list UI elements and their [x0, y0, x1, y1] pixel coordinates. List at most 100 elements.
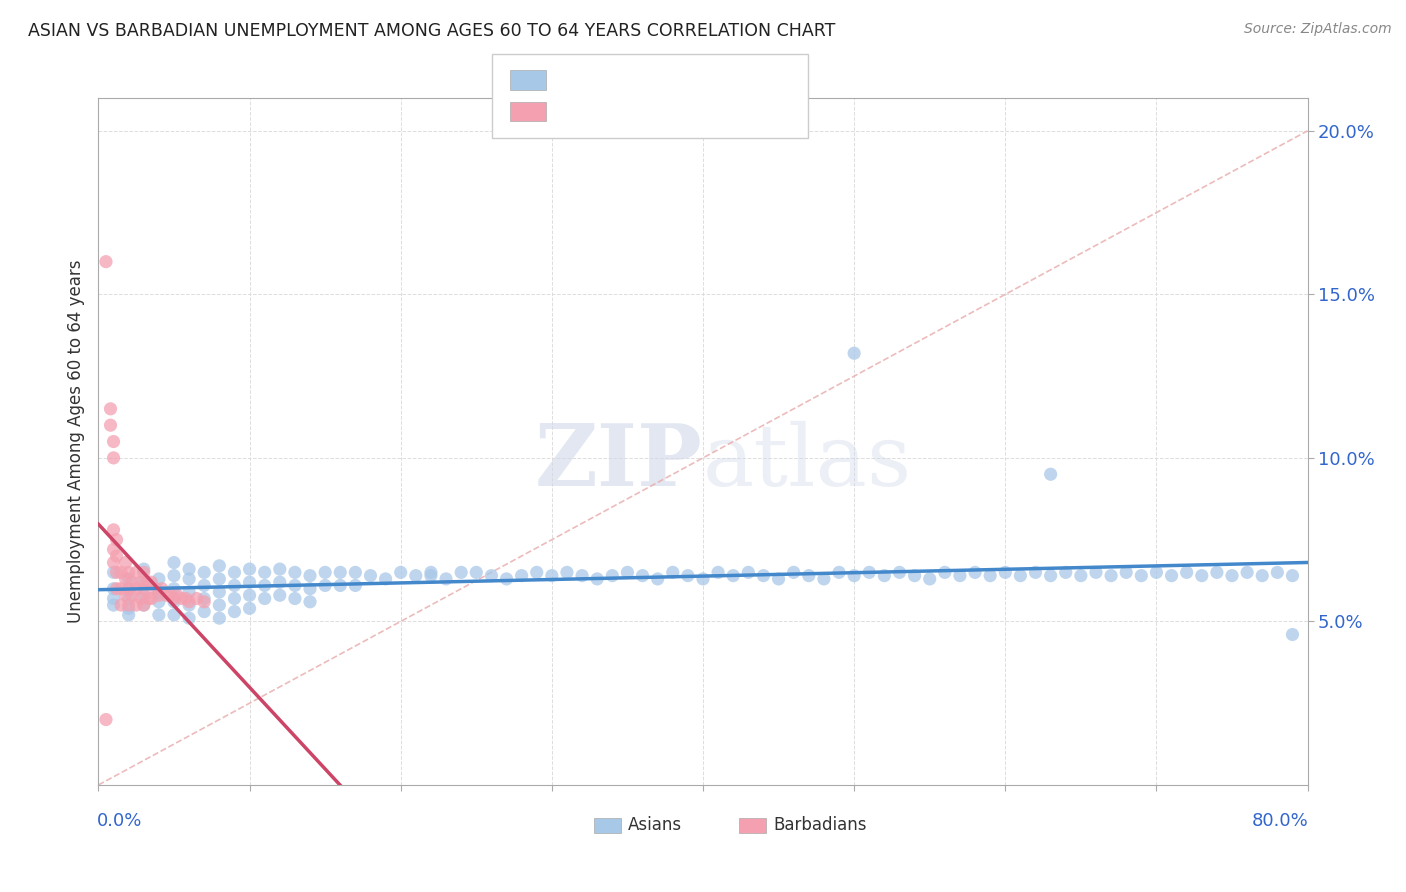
Point	[1160, 568, 1182, 582]
Point	[132, 588, 155, 602]
Point	[1024, 566, 1046, 580]
Point	[110, 598, 132, 612]
Point	[1070, 568, 1092, 582]
Point	[269, 575, 291, 590]
Point	[586, 572, 609, 586]
Point	[813, 572, 835, 586]
Point	[125, 598, 148, 612]
Point	[129, 591, 152, 606]
Point	[1236, 566, 1258, 580]
Point	[103, 556, 125, 570]
Point	[103, 582, 125, 596]
Point	[1220, 568, 1243, 582]
Text: Barbadians: Barbadians	[773, 816, 866, 834]
Point	[160, 588, 183, 602]
Point	[224, 605, 246, 619]
Point	[163, 556, 186, 570]
Point	[132, 575, 155, 590]
Point	[105, 549, 128, 563]
Point	[141, 575, 163, 590]
Point	[105, 566, 128, 580]
Point	[540, 568, 562, 582]
Point	[132, 566, 155, 580]
Point	[148, 588, 170, 602]
Point	[114, 572, 136, 586]
Point	[110, 582, 132, 596]
Point	[1206, 566, 1229, 580]
Text: 0.118: 0.118	[598, 74, 650, 92]
Point	[239, 575, 262, 590]
Point	[465, 566, 488, 580]
Point	[495, 572, 517, 586]
Text: 0.0%: 0.0%	[97, 813, 142, 830]
Point	[208, 558, 231, 573]
Point	[163, 607, 186, 622]
Text: 0.147: 0.147	[598, 105, 650, 123]
Bar	[740, 818, 766, 833]
Point	[150, 582, 173, 596]
Point	[105, 533, 128, 547]
Text: 80.0%: 80.0%	[1251, 813, 1309, 830]
Point	[934, 566, 956, 580]
Point	[179, 562, 201, 576]
Point	[148, 607, 170, 622]
Point	[1281, 568, 1303, 582]
Point	[752, 568, 775, 582]
Point	[170, 591, 193, 606]
Point	[737, 566, 759, 580]
Point	[374, 572, 396, 586]
Point	[179, 611, 201, 625]
Point	[434, 572, 457, 586]
Text: Source: ZipAtlas.com: Source: ZipAtlas.com	[1244, 22, 1392, 37]
Point	[118, 591, 141, 606]
Point	[510, 568, 533, 582]
Point	[1099, 568, 1122, 582]
Point	[965, 566, 987, 580]
Text: N =: N =	[651, 74, 688, 92]
Point	[103, 523, 125, 537]
Point	[631, 568, 654, 582]
Point	[1010, 568, 1032, 582]
Point	[103, 598, 125, 612]
Point	[208, 598, 231, 612]
Point	[100, 401, 122, 416]
Point	[163, 595, 186, 609]
Point	[797, 568, 820, 582]
Point	[783, 566, 806, 580]
Point	[163, 568, 186, 582]
Y-axis label: Unemployment Among Ages 60 to 64 years: Unemployment Among Ages 60 to 64 years	[66, 260, 84, 624]
Point	[155, 588, 177, 602]
Point	[208, 572, 231, 586]
Point	[420, 568, 443, 582]
Point	[224, 578, 246, 592]
Point	[555, 566, 578, 580]
Point	[692, 572, 714, 586]
Point	[110, 566, 132, 580]
Point	[103, 591, 125, 606]
Point	[94, 713, 117, 727]
Point	[450, 566, 472, 580]
Point	[94, 254, 117, 268]
Point	[405, 568, 427, 582]
Point	[253, 591, 276, 606]
Point	[103, 566, 125, 580]
Point	[208, 611, 231, 625]
Text: ZIP: ZIP	[536, 420, 703, 504]
Point	[118, 601, 141, 615]
Point	[114, 556, 136, 570]
Point	[299, 582, 322, 596]
Point	[1267, 566, 1289, 580]
Point	[132, 562, 155, 576]
Text: atlas: atlas	[703, 420, 912, 504]
Point	[193, 605, 215, 619]
Bar	[595, 818, 621, 833]
Point	[904, 568, 927, 582]
Point	[239, 588, 262, 602]
Point	[1191, 568, 1213, 582]
Text: 48: 48	[690, 105, 713, 123]
Point	[314, 578, 336, 592]
Point	[135, 575, 157, 590]
Point	[118, 566, 141, 580]
Text: N =: N =	[651, 105, 688, 123]
Point	[145, 582, 167, 596]
